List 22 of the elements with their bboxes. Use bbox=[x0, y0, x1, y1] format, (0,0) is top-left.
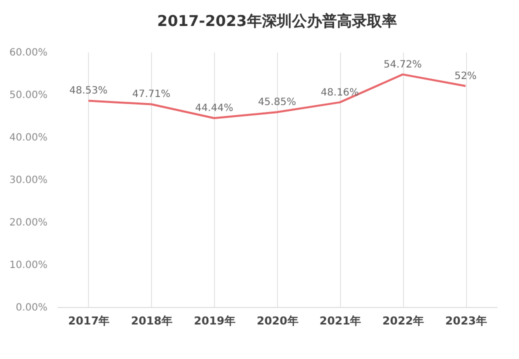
data-label: 47.71% bbox=[132, 89, 170, 100]
y-tick-label: 30.00% bbox=[9, 175, 48, 186]
y-tick-label: 20.00% bbox=[9, 218, 48, 228]
x-tick-label: 2023年 bbox=[445, 314, 487, 328]
data-label: 54.72% bbox=[384, 59, 422, 70]
y-tick-label: 60.00% bbox=[9, 48, 48, 58]
data-label: 45.85% bbox=[258, 97, 296, 108]
x-tick-label: 2021年 bbox=[320, 314, 362, 328]
chart-title: 2017-2023年深圳公办普高录取率 bbox=[157, 12, 397, 30]
x-tick-label: 2018年 bbox=[130, 314, 173, 328]
x-tick-label: 2022年 bbox=[382, 314, 424, 328]
y-tick-label: 0.00% bbox=[16, 302, 48, 314]
y-tick-label: 40.00% bbox=[9, 132, 48, 144]
y-tick-label: 50.00% bbox=[9, 90, 48, 101]
data-label: 44.44% bbox=[195, 103, 234, 114]
data-label: 48.53% bbox=[69, 86, 108, 97]
data-label: 48.16% bbox=[320, 87, 359, 98]
data-label: 52% bbox=[454, 71, 477, 82]
x-tick-label: 2020年 bbox=[256, 314, 298, 328]
x-tick-label: 2017年 bbox=[68, 314, 110, 328]
y-tick-label: 10.00% bbox=[9, 260, 48, 271]
x-tick-label: 2019年 bbox=[194, 314, 236, 328]
